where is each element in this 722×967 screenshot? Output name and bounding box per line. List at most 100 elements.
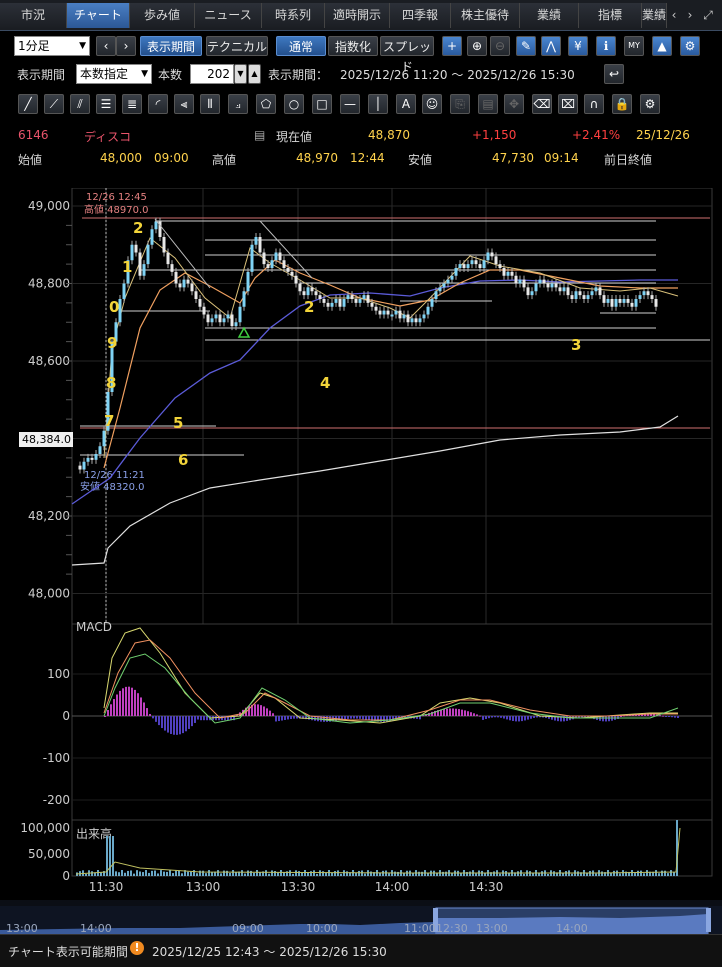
macd-bar xyxy=(272,713,274,716)
tab-timeseries[interactable]: 時系列 xyxy=(262,3,325,28)
tab-chart[interactable]: チャート xyxy=(67,3,130,28)
area-chart-icon[interactable]: ▲ xyxy=(652,36,672,56)
tab-indicators[interactable]: 指標 xyxy=(579,3,642,28)
volume-bar xyxy=(499,873,501,876)
candle-body xyxy=(654,299,658,307)
volume-bar xyxy=(442,871,444,876)
arc-icon[interactable]: ◜ xyxy=(148,94,168,114)
info-icon[interactable]: ℹ xyxy=(596,36,616,56)
volume-bar xyxy=(436,873,438,876)
period-mode-select[interactable]: 本数指定 ▼ xyxy=(76,64,152,84)
macd-bar xyxy=(182,716,184,734)
overview-tick-label: 13:00 xyxy=(6,922,38,934)
macd-bar xyxy=(578,716,580,718)
price-tick-label: 48,200 xyxy=(28,509,70,523)
candle-body xyxy=(518,279,522,284)
document-icon[interactable]: ▤ xyxy=(254,128,266,142)
hline-icon[interactable]: — xyxy=(340,94,360,114)
macd-bar xyxy=(644,713,646,716)
technical-button[interactable]: テクニカル xyxy=(206,36,268,56)
overview-handle-left[interactable] xyxy=(433,908,438,932)
tab-ticks[interactable]: 歩み値 xyxy=(130,3,195,28)
pencil-icon[interactable]: ✎ xyxy=(516,36,536,56)
index-button[interactable]: 指数化 xyxy=(328,36,378,56)
volume-bar xyxy=(556,872,558,876)
volume-bar xyxy=(397,871,399,876)
gann-icon[interactable]: ⟓ xyxy=(228,94,248,114)
horizontal-lines-icon[interactable]: ☰ xyxy=(96,94,116,114)
candle-body xyxy=(522,279,526,288)
spread-button[interactable]: スプレッド xyxy=(380,36,434,74)
zoom-out-icon[interactable]: ⊖ xyxy=(490,36,510,56)
my-chart-icon[interactable]: MY xyxy=(624,36,644,56)
fibonacci-icon[interactable]: ≣ xyxy=(122,94,142,114)
candle-body xyxy=(394,310,398,315)
eraser-all-icon[interactable]: ⌧ xyxy=(558,94,578,114)
zoom-in-icon[interactable]: ⊕ xyxy=(467,36,487,56)
macd-bar xyxy=(191,716,193,727)
macd-bar xyxy=(344,716,346,720)
volume-bar xyxy=(613,870,615,876)
prev-button[interactable]: ‹ xyxy=(96,36,116,56)
tab-shikiho[interactable]: 四季報 xyxy=(390,3,451,28)
ray-icon[interactable]: ⟋ xyxy=(44,94,64,114)
overview-handle-right[interactable] xyxy=(706,908,711,932)
text-icon[interactable]: A xyxy=(396,94,416,114)
period-button[interactable]: 表示期間 xyxy=(140,36,202,56)
fan-icon[interactable]: ⫷ xyxy=(174,94,194,114)
chevron-right-icon[interactable]: › xyxy=(687,8,693,22)
tab-market[interactable]: 市況 xyxy=(0,3,67,28)
candle-body xyxy=(302,291,306,296)
settings-wrench-icon[interactable]: ⚙ xyxy=(680,36,700,56)
yen-icon[interactable]: ¥ xyxy=(568,36,588,56)
eraser-icon[interactable]: ⌫ xyxy=(532,94,552,114)
magnet-icon[interactable]: ∩ xyxy=(584,94,604,114)
interval-select[interactable]: 1分足 ▼ xyxy=(14,36,90,56)
crosshair-icon[interactable]: + xyxy=(442,36,462,56)
price-tick-label: 48,600 xyxy=(28,354,70,368)
macd-bar xyxy=(422,715,424,717)
next-button[interactable]: › xyxy=(116,36,136,56)
overview-tick-label: 13:00 xyxy=(476,922,508,934)
pentagon-icon[interactable]: ⬠ xyxy=(256,94,276,114)
lock-icon[interactable]: 🔒 xyxy=(612,94,632,114)
circle-icon[interactable]: ○ xyxy=(284,94,304,114)
normal-button[interactable]: 通常 xyxy=(276,36,326,56)
volume-bar xyxy=(109,836,111,876)
stamp-icon[interactable]: ☺ xyxy=(422,94,442,114)
tab-results-2[interactable]: 業績 xyxy=(642,3,667,28)
count-up-icon[interactable]: ▲ xyxy=(248,64,261,84)
tab-news[interactable]: ニュース xyxy=(195,3,262,28)
count-down-icon[interactable]: ▼ xyxy=(234,64,247,84)
channel-icon[interactable]: ⫽ xyxy=(70,94,90,114)
gear-icon[interactable]: ⚙ xyxy=(640,94,660,114)
vline-icon[interactable]: │ xyxy=(368,94,388,114)
overview-area-right xyxy=(436,914,708,934)
macd-bar xyxy=(170,716,172,734)
vertical-lines-icon[interactable]: ⦀ xyxy=(200,94,220,114)
copy-icon[interactable]: ⎘ xyxy=(450,94,470,114)
chevron-left-icon[interactable]: ‹ xyxy=(671,8,677,22)
move-icon[interactable]: ✥ xyxy=(504,94,524,114)
macd-bar xyxy=(470,712,472,716)
return-icon[interactable]: ↩ xyxy=(604,64,624,84)
list-icon[interactable]: ▤ xyxy=(478,94,498,114)
macd-bar xyxy=(284,716,286,720)
macd-bar xyxy=(278,716,280,722)
candle-body xyxy=(186,279,190,284)
tab-benefits[interactable]: 株主優待 xyxy=(451,3,520,28)
count-input[interactable]: 202 xyxy=(190,64,234,84)
macd-bar xyxy=(479,715,481,717)
tab-disclosure[interactable]: 適時開示 xyxy=(325,3,390,28)
overview-navigator[interactable]: 13:00 14:00 09:00 10:00 11:00 12:30 13:00 14:00 xyxy=(0,906,722,934)
trendline-icon[interactable]: ╱ xyxy=(18,94,38,114)
macd-bar xyxy=(248,705,250,716)
volume-bar xyxy=(493,871,495,876)
macd-bar xyxy=(167,716,169,733)
expand-icon[interactable]: ⤢ xyxy=(703,8,713,22)
rectangle-icon[interactable]: □ xyxy=(312,94,332,114)
tab-results[interactable]: 業績 xyxy=(520,3,579,28)
volume-bar xyxy=(640,870,642,876)
line-tool-icon[interactable]: ⋀ xyxy=(541,36,561,56)
